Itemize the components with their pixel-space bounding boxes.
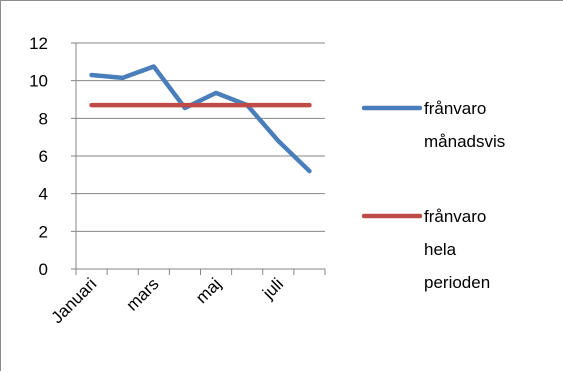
legend: frånvaro månadsvis frånvaro hela perioden — [361, 99, 505, 292]
legend-label: månadsvis — [424, 132, 505, 151]
y-tick-label: 0 — [39, 260, 48, 279]
legend-label: frånvaro — [424, 99, 486, 118]
gridlines — [76, 42, 325, 232]
series-line-1 — [89, 64, 312, 174]
legend-label: hela — [424, 240, 457, 259]
legend-label: frånvaro — [424, 207, 486, 226]
y-tick-label: 8 — [39, 109, 48, 128]
x-tick-label: Januari — [48, 274, 101, 327]
x-tick-label: mars — [122, 274, 162, 314]
series-lines — [89, 64, 312, 174]
y-tick-label: 10 — [29, 72, 48, 91]
x-tick-label: juli — [258, 274, 287, 303]
y-tick-label: 4 — [39, 185, 48, 204]
axes — [71, 42, 326, 275]
x-tick-label: maj — [192, 274, 225, 307]
y-tick-label: 12 — [29, 34, 48, 53]
y-tick-labels: 0 2 4 6 8 10 12 — [29, 34, 48, 279]
y-tick-label: 6 — [39, 147, 48, 166]
y-tick-label: 2 — [39, 222, 48, 241]
x-tick-labels: Januari mars maj juli — [48, 274, 288, 327]
legend-label: perioden — [424, 273, 490, 292]
